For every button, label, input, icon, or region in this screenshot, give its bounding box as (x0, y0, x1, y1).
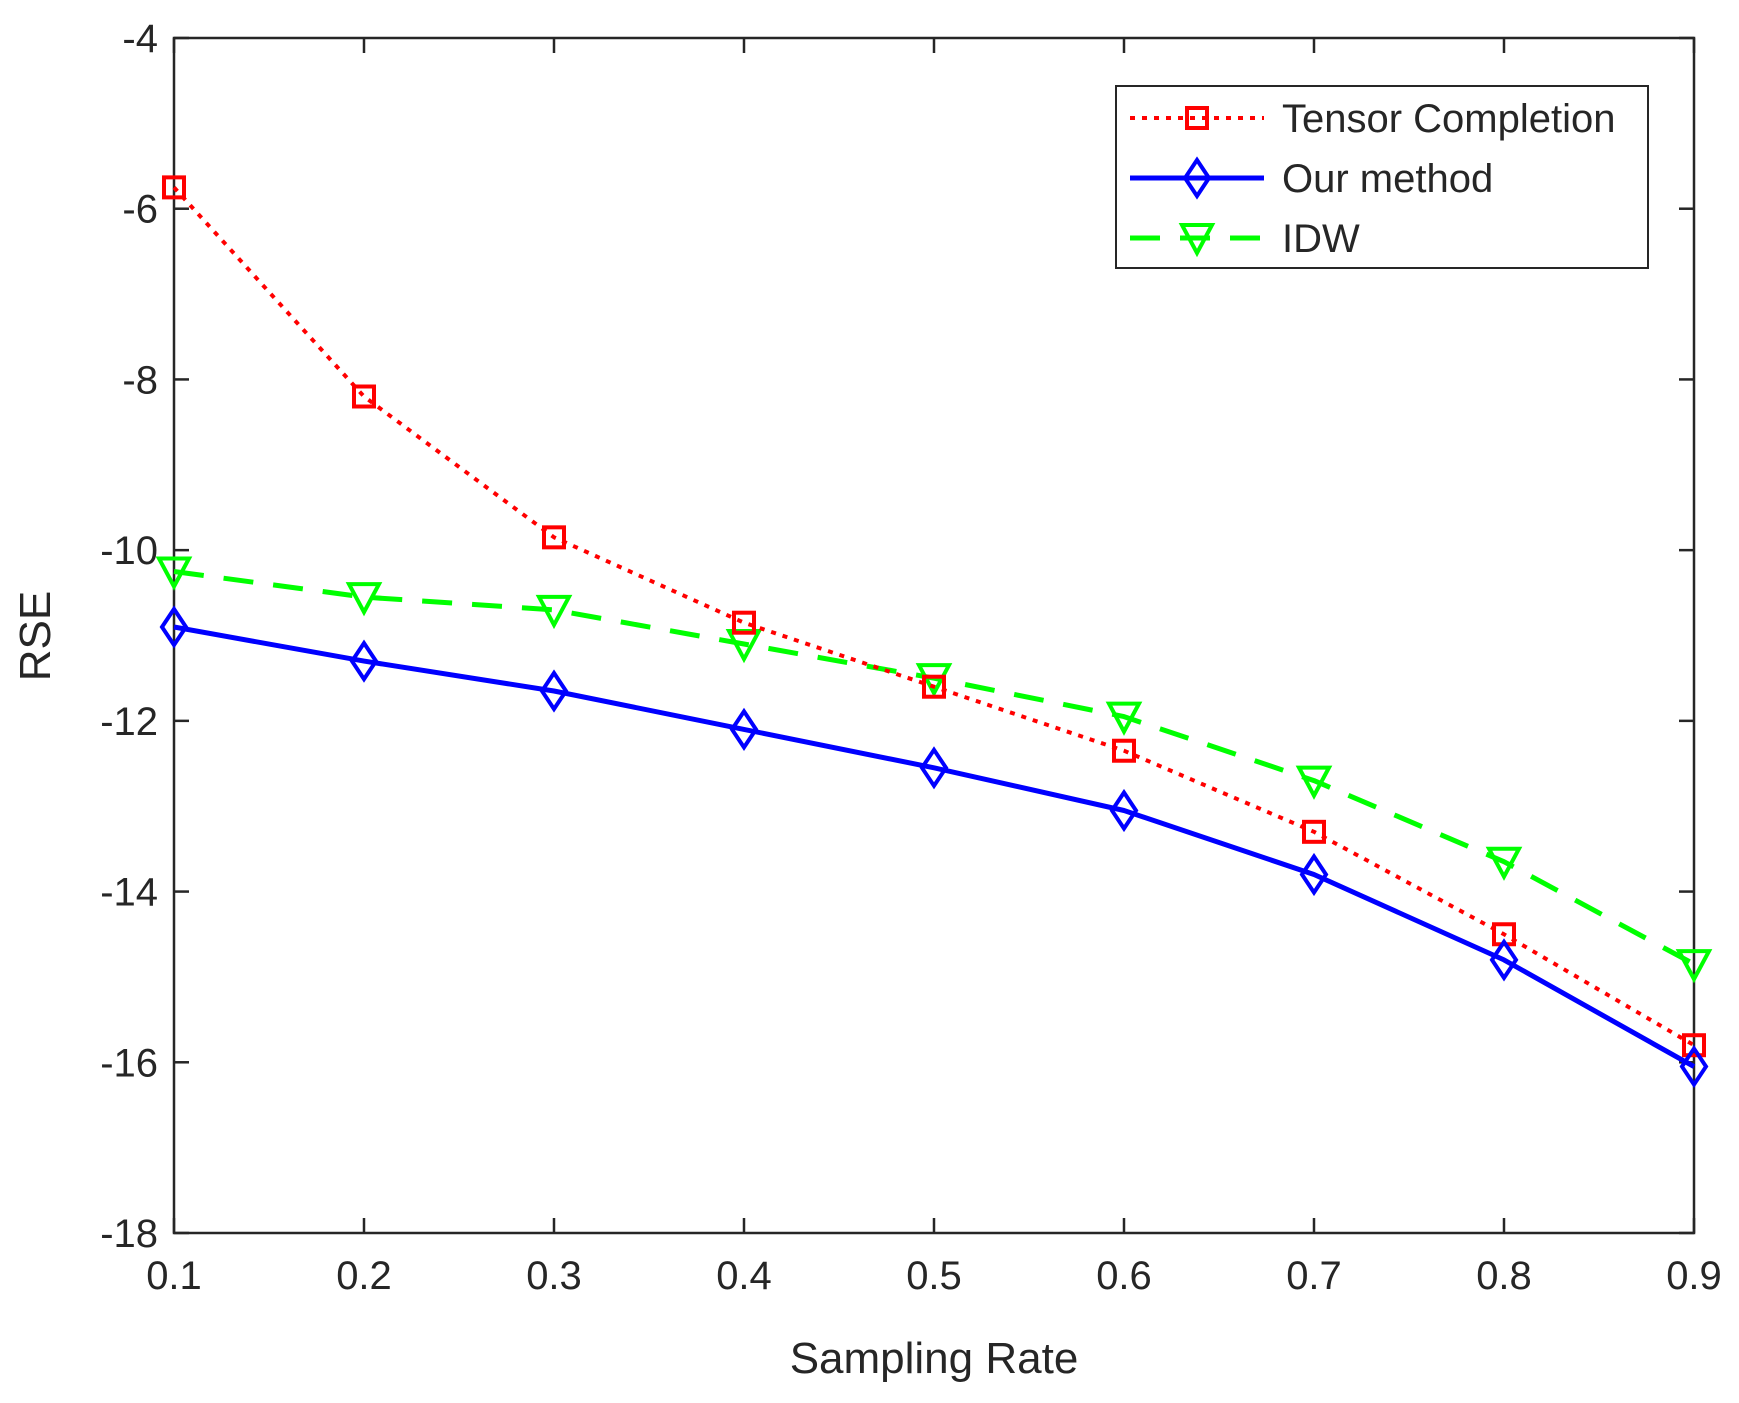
data-point-idw (345, 582, 383, 617)
x-axis-title: Sampling Rate (790, 1334, 1079, 1383)
y-tick-label: -12 (100, 700, 158, 744)
legend-label: Tensor Completion (1282, 97, 1616, 141)
legend-label: Our method (1282, 157, 1493, 201)
x-tick-label: 0.5 (906, 1254, 962, 1298)
x-tick-label: 0.8 (1476, 1254, 1532, 1298)
series-tensor-completion (162, 175, 1706, 1058)
data-point-our-method (1489, 938, 1519, 982)
x-tick-label: 0.2 (336, 1254, 392, 1298)
data-point-tensor-completion (162, 175, 186, 200)
y-tick-label: -4 (122, 17, 158, 61)
data-point-tensor-completion (1682, 1033, 1706, 1058)
data-point-idw (915, 663, 953, 698)
series-our-method (159, 605, 1709, 1089)
x-tick-label: 0.3 (526, 1254, 582, 1298)
legend-swatch-marker (1178, 223, 1216, 258)
legend-swatch-marker (1182, 156, 1212, 200)
data-point-our-method (539, 669, 569, 713)
data-point-idw (1675, 949, 1713, 984)
data-point-tensor-completion (542, 525, 566, 550)
data-point-idw (1105, 701, 1143, 736)
data-point-our-method (729, 707, 759, 751)
data-point-our-method (1109, 788, 1139, 833)
series-line-our-method (173, 624, 1696, 1069)
data-point-idw (1485, 846, 1523, 881)
legend: Tensor Completion Our method IDW (1115, 85, 1649, 269)
legend-item-tensor-completion: Tensor Completion (1130, 97, 1616, 141)
legend-item-our-method: Our method (1130, 156, 1493, 201)
legend-item-idw: IDW (1130, 217, 1360, 261)
y-tick-label: -10 (100, 529, 158, 573)
y-axis: -4 -6 -8 -10 -12 -14 -16 -18 (100, 17, 1694, 1256)
legend-label: IDW (1282, 217, 1360, 261)
x-tick-label: 0.6 (1096, 1254, 1152, 1298)
y-tick-label: -16 (100, 1041, 158, 1085)
data-point-our-method (159, 605, 189, 649)
data-point-tensor-completion (1112, 738, 1136, 763)
y-tick-label: -8 (122, 358, 158, 402)
y-tick-label: -18 (100, 1212, 158, 1256)
data-point-idw (535, 594, 573, 630)
data-point-tensor-completion (352, 384, 376, 409)
x-tick-label: 0.4 (716, 1254, 772, 1298)
data-point-tensor-completion (922, 674, 946, 699)
data-point-our-method (1679, 1044, 1709, 1089)
x-axis: 0.1 0.2 0.3 0.4 0.5 0.6 0.7 0.8 0.9 (146, 38, 1722, 1298)
data-point-our-method (349, 639, 379, 683)
y-axis-title: RSE (11, 591, 60, 681)
series-layer (155, 175, 1713, 1089)
data-point-idw (1295, 765, 1333, 800)
x-tick-label: 0.7 (1286, 1254, 1342, 1298)
data-point-idw (155, 556, 193, 591)
data-point-our-method (1299, 852, 1329, 897)
y-tick-label: -14 (100, 871, 158, 915)
data-point-tensor-completion (732, 610, 756, 635)
series-line-tensor-completion (172, 186, 1696, 1047)
x-tick-label: 0.9 (1666, 1254, 1722, 1298)
data-point-our-method (919, 746, 949, 790)
data-point-tensor-completion (1302, 819, 1326, 844)
x-tick-label: 0.1 (146, 1254, 202, 1298)
legend-swatch-marker (1185, 106, 1209, 130)
y-tick-label: -6 (122, 188, 158, 232)
